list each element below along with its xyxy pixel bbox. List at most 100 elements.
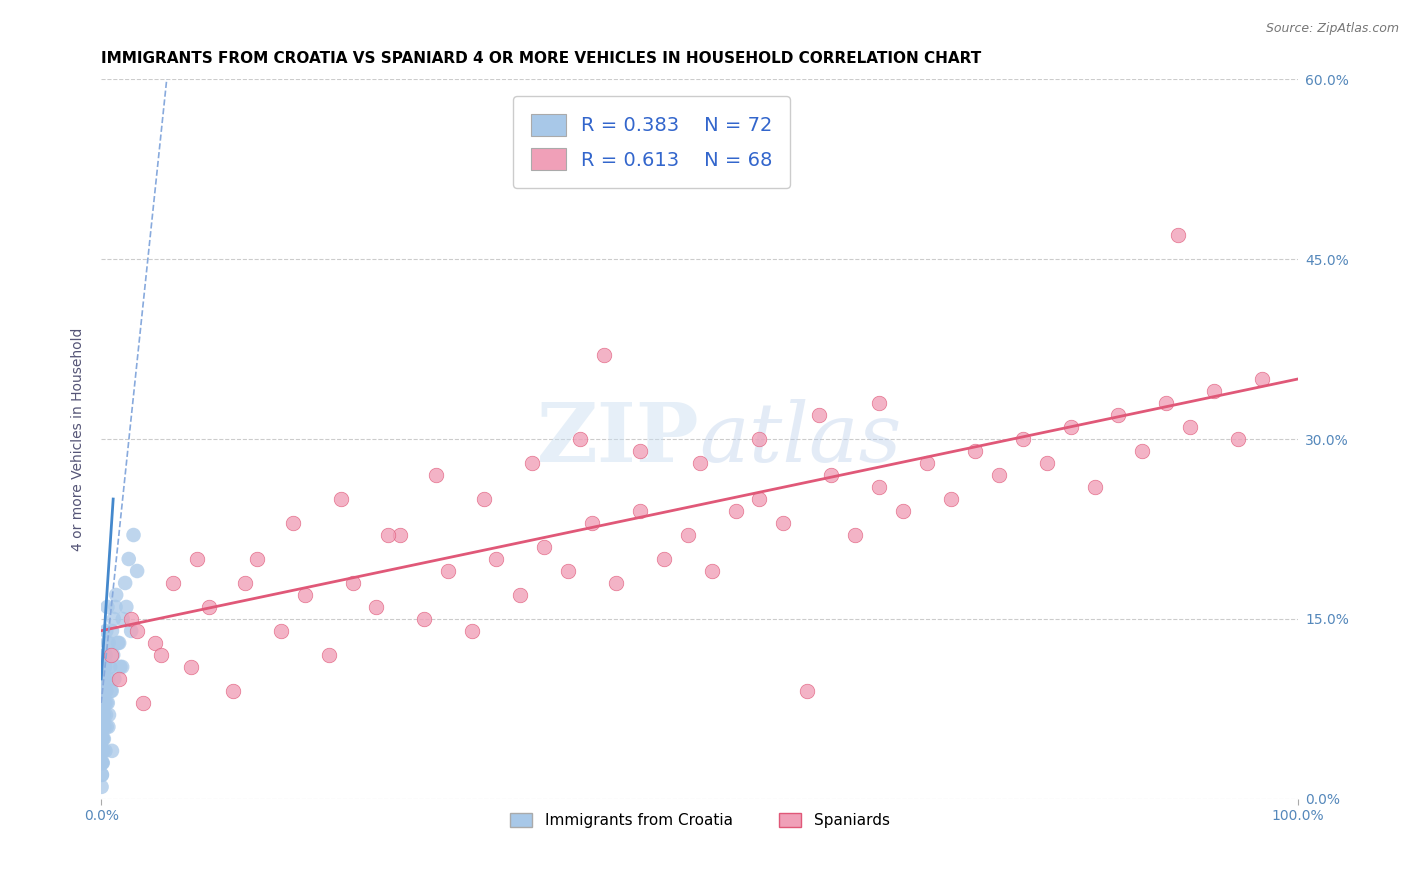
Point bbox=[110, 660, 132, 674]
Point bbox=[592, 156, 614, 170]
Point bbox=[294, 588, 316, 602]
Point bbox=[1180, 420, 1202, 434]
Point bbox=[1059, 420, 1081, 434]
Point bbox=[104, 599, 127, 614]
Point bbox=[93, 731, 115, 746]
Point bbox=[91, 696, 114, 710]
Point bbox=[120, 624, 142, 638]
Point bbox=[100, 684, 122, 698]
Point bbox=[91, 707, 114, 722]
Point bbox=[97, 672, 120, 686]
Point bbox=[605, 576, 627, 591]
Point bbox=[509, 588, 531, 602]
Point bbox=[748, 491, 770, 506]
Point bbox=[724, 504, 747, 518]
Point bbox=[1156, 396, 1178, 410]
Point bbox=[425, 468, 447, 483]
Point bbox=[90, 768, 112, 782]
Point bbox=[90, 744, 112, 758]
Point bbox=[987, 468, 1010, 483]
Point bbox=[101, 648, 124, 662]
Point bbox=[105, 588, 128, 602]
Point bbox=[186, 552, 208, 566]
Y-axis label: 4 or more Vehicles in Household: 4 or more Vehicles in Household bbox=[72, 327, 86, 550]
Point bbox=[568, 432, 591, 446]
Point bbox=[676, 528, 699, 542]
Point bbox=[91, 731, 114, 746]
Point bbox=[90, 756, 112, 770]
Point bbox=[93, 720, 115, 734]
Point bbox=[90, 720, 112, 734]
Point bbox=[115, 599, 138, 614]
Point bbox=[820, 468, 842, 483]
Point bbox=[143, 636, 166, 650]
Point bbox=[377, 528, 399, 542]
Point bbox=[97, 636, 120, 650]
Point bbox=[329, 491, 352, 506]
Point bbox=[270, 624, 292, 638]
Point bbox=[94, 707, 117, 722]
Point bbox=[281, 516, 304, 530]
Point bbox=[533, 540, 555, 554]
Point bbox=[90, 731, 112, 746]
Point bbox=[318, 648, 340, 662]
Point bbox=[91, 720, 114, 734]
Point bbox=[93, 684, 115, 698]
Point bbox=[868, 480, 890, 494]
Point bbox=[1227, 432, 1250, 446]
Point bbox=[96, 684, 118, 698]
Point bbox=[93, 672, 115, 686]
Point bbox=[91, 731, 114, 746]
Point bbox=[96, 599, 118, 614]
Point bbox=[118, 552, 141, 566]
Point bbox=[1108, 408, 1130, 422]
Point bbox=[180, 660, 202, 674]
Point bbox=[93, 672, 115, 686]
Point bbox=[98, 660, 121, 674]
Point bbox=[91, 707, 114, 722]
Text: Source: ZipAtlas.com: Source: ZipAtlas.com bbox=[1265, 22, 1399, 36]
Point bbox=[94, 648, 117, 662]
Point bbox=[94, 744, 117, 758]
Point bbox=[246, 552, 269, 566]
Point bbox=[111, 660, 134, 674]
Text: IMMIGRANTS FROM CROATIA VS SPANIARD 4 OR MORE VEHICLES IN HOUSEHOLD CORRELATION : IMMIGRANTS FROM CROATIA VS SPANIARD 4 OR… bbox=[101, 51, 981, 66]
Text: atlas: atlas bbox=[700, 399, 903, 479]
Point bbox=[91, 720, 114, 734]
Point bbox=[91, 744, 114, 758]
Point bbox=[127, 624, 149, 638]
Point bbox=[939, 491, 962, 506]
Point bbox=[868, 396, 890, 410]
Point bbox=[1035, 456, 1057, 470]
Point bbox=[437, 564, 460, 578]
Point bbox=[94, 660, 117, 674]
Point bbox=[91, 707, 114, 722]
Point bbox=[700, 564, 723, 578]
Point bbox=[132, 696, 155, 710]
Point bbox=[100, 684, 122, 698]
Point bbox=[91, 744, 114, 758]
Point bbox=[413, 612, 436, 626]
Point bbox=[127, 564, 149, 578]
Point bbox=[94, 660, 117, 674]
Point bbox=[366, 599, 388, 614]
Point bbox=[748, 432, 770, 446]
Point bbox=[389, 528, 412, 542]
Point bbox=[1083, 480, 1105, 494]
Point bbox=[91, 744, 114, 758]
Point bbox=[93, 696, 115, 710]
Point bbox=[103, 672, 125, 686]
Point bbox=[108, 636, 131, 650]
Point bbox=[91, 756, 114, 770]
Point bbox=[150, 648, 173, 662]
Point bbox=[557, 564, 579, 578]
Point bbox=[91, 731, 114, 746]
Point bbox=[915, 456, 938, 470]
Point bbox=[90, 756, 112, 770]
Point bbox=[93, 696, 115, 710]
Point bbox=[891, 504, 914, 518]
Point bbox=[461, 624, 484, 638]
Point bbox=[963, 444, 986, 458]
Point bbox=[96, 636, 118, 650]
Point bbox=[103, 612, 125, 626]
